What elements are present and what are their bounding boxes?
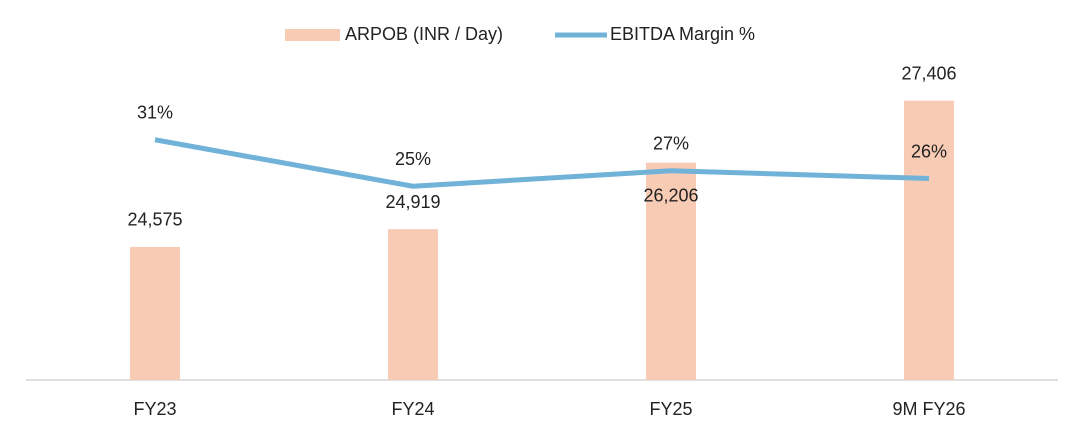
data-label: 31%: [137, 103, 173, 123]
legend-label: EBITDA Margin %: [610, 24, 755, 44]
data-label: 27,406: [901, 63, 956, 83]
data-label: 27%: [653, 134, 689, 154]
data-label: 24,919: [385, 192, 440, 212]
x-tick-label: FY23: [133, 399, 176, 419]
data-label: 26,206: [643, 186, 698, 206]
bar: [388, 229, 438, 380]
x-tick-label: FY25: [649, 399, 692, 419]
legend-label: ARPOB (INR / Day): [345, 24, 503, 44]
data-label: 26%: [911, 141, 947, 161]
x-tick-label: FY24: [391, 399, 434, 419]
line: [154, 137, 930, 189]
data-label: 25%: [395, 149, 431, 169]
bar: [130, 246, 180, 380]
bar: [646, 162, 696, 380]
data-label: 24,575: [127, 210, 182, 230]
bar: [904, 100, 954, 380]
legend-swatch: [285, 29, 340, 41]
x-tick-label: 9M FY26: [892, 399, 965, 419]
